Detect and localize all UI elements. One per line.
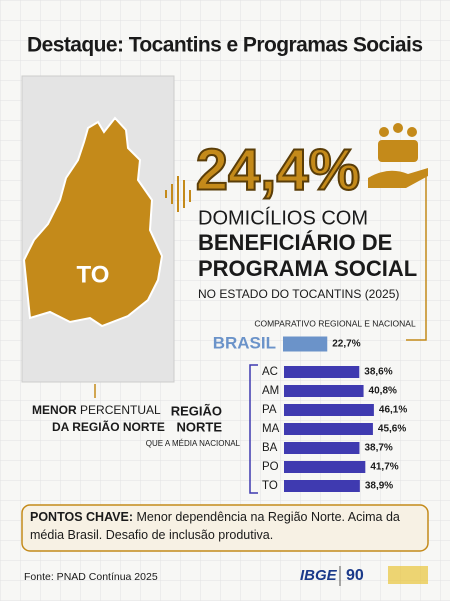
category-label: TO [262,480,278,492]
value-label: 22,7% [332,339,360,350]
left-note-line2: DA REGIÃO NORTE [52,419,165,434]
left-note-bold: MENOR [32,403,77,417]
category-label: BRASIL [213,333,276,352]
bar [284,442,360,454]
category-label: PA [262,404,277,416]
source: Fonte: PNAD Contínua 2025 [24,571,158,583]
bracket [249,364,258,494]
family-icon [368,123,428,188]
category-label: AC [262,366,278,378]
chart-title: COMPARATIVO REGIONAL E NACIONAL [254,318,416,328]
region-label: REGIÃO [171,403,222,418]
key-points-body: Menor dependência na Região Norte. Acima… [30,510,400,542]
bar [284,480,360,492]
category-label: AM [262,385,279,397]
logo-90: 90 [346,567,364,584]
value-label: 40,8% [369,386,397,397]
bar [283,336,328,352]
subtitle-note: NO ESTADO DO TOCANTINS (2025) [198,287,399,301]
region-label: NORTE [177,419,223,434]
bar [284,423,373,435]
value-label: 38,9% [365,481,393,492]
gov-logo [388,566,428,584]
region-note: QUE A MÉDIA NACIONAL [146,439,241,448]
bar [284,461,366,473]
bar [284,366,360,378]
value-label: 38,7% [364,443,392,454]
subtitle-line: BENEFICIÁRIO DE [198,230,392,255]
bar [284,385,364,397]
subtitle-line: PROGRAMA SOCIAL [198,256,417,281]
category-label: MA [262,423,280,435]
tocantins-map [22,116,164,328]
sound-wave [136,176,191,213]
headline-value: 24,4% [196,137,360,202]
value-label: 45,6% [378,424,406,435]
category-label: BA [262,442,278,454]
value-label: 38,6% [364,367,392,378]
subtitle-line: DOMICÍLIOS COM [198,206,368,229]
category-label: PO [262,461,279,473]
value-label: 46,1% [379,405,407,416]
map-label: TO [77,261,110,288]
bar [284,404,374,416]
key-points-text: PONTOS CHAVE: Menor dependência na Regiã… [30,508,422,544]
logo-ibge: IBGE [300,567,338,584]
connector [404,175,427,341]
title: Destaque: Tocantins e Programas Sociais [27,34,423,57]
key-points-box [21,504,429,552]
key-points-label: PONTOS CHAVE: [30,510,134,524]
left-note-rest: PERCENTUAL [80,403,161,417]
key-points: PONTOS CHAVE: Menor dependência na Regiã… [30,508,422,544]
left-note: MENOR PERCENTUAL [32,403,161,417]
value-label: 41,7% [370,462,398,473]
